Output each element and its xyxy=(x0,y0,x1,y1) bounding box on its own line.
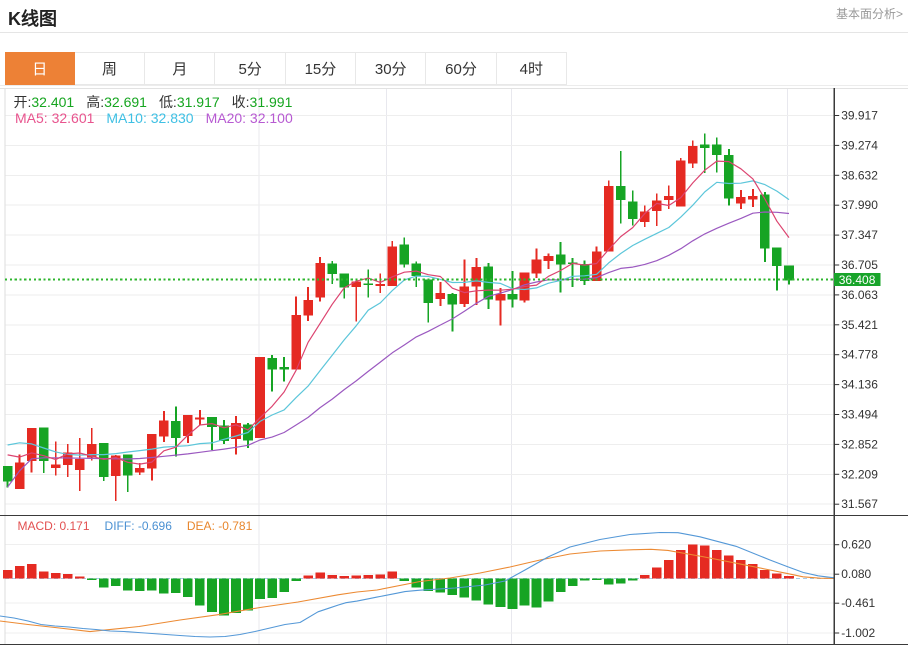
svg-text:36.705: 36.705 xyxy=(841,258,878,272)
svg-text:0.080: 0.080 xyxy=(841,567,871,581)
svg-text:34.136: 34.136 xyxy=(841,378,878,392)
svg-text:37.990: 37.990 xyxy=(841,198,878,212)
svg-text:36.063: 36.063 xyxy=(841,288,878,302)
svg-text:39.917: 39.917 xyxy=(841,109,878,123)
svg-text:36.408: 36.408 xyxy=(839,273,876,287)
svg-text:35.421: 35.421 xyxy=(841,318,878,332)
svg-text:32.852: 32.852 xyxy=(841,437,878,451)
svg-text:34.778: 34.778 xyxy=(841,348,878,362)
svg-text:33.494: 33.494 xyxy=(841,408,878,422)
svg-text:31.567: 31.567 xyxy=(841,497,878,511)
svg-text:32.209: 32.209 xyxy=(841,467,878,481)
svg-text:38.632: 38.632 xyxy=(841,168,878,182)
svg-text:0.620: 0.620 xyxy=(841,538,871,552)
svg-text:39.274: 39.274 xyxy=(841,138,878,152)
svg-text:-1.002: -1.002 xyxy=(841,626,875,640)
svg-text:37.347: 37.347 xyxy=(841,228,878,242)
svg-text:-0.461: -0.461 xyxy=(841,596,875,610)
